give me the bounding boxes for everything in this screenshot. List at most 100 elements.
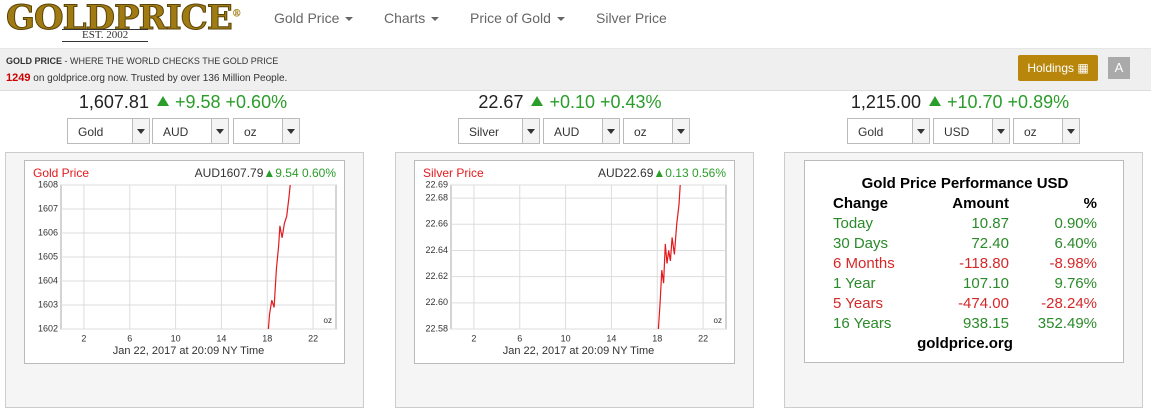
online-text: on goldprice.org now. Trusted by over 13… xyxy=(33,73,288,84)
dropdown-label: AUD xyxy=(554,125,580,139)
dropdown[interactable]: Gold xyxy=(847,118,930,144)
nav-item[interactable]: Gold Price xyxy=(274,10,354,26)
performance-box: Gold Price Performance USD Change Amount%… xyxy=(804,160,1124,363)
dropdown-arrow xyxy=(672,119,689,143)
unit-label: oz xyxy=(714,316,722,325)
table-row: 1 Year 107.10 9.76% xyxy=(833,273,1097,293)
table-row: 30 Days 72.40 6.40% xyxy=(833,233,1097,253)
table-cell: 107.10 xyxy=(963,274,1009,292)
y-tick-label: 1607 xyxy=(38,203,58,213)
column-header: Amount xyxy=(952,194,1009,212)
y-tick-label: 1608 xyxy=(38,179,58,189)
table-cell: -474.00 xyxy=(958,294,1009,312)
x-tick-label: 18 xyxy=(652,333,662,343)
price-row: 1,607.81 +9.58 +0.60% xyxy=(63,92,303,113)
chart-header: AUD1607.79▲9.54 0.60% xyxy=(195,166,337,180)
table-cell: 0.90% xyxy=(1054,214,1097,232)
change-pct: +0.60% xyxy=(225,92,288,112)
table-row: 6 Months -118.80 -8.98% xyxy=(833,253,1097,273)
dropdown[interactable]: Gold xyxy=(67,118,150,144)
price-line xyxy=(657,184,681,330)
holdings-button[interactable]: Holdings ▦ xyxy=(1018,55,1098,81)
up-arrow xyxy=(531,96,544,106)
banner-tagline: - WHERE THE WORLD CHECKS THE GOLD PRICE xyxy=(64,56,279,66)
logo-text: GOLDPRICE xyxy=(6,0,234,39)
chart: 22.58 22.60 22.62 22.64 22.66 22.68 22.69 2 6 10 1… xyxy=(414,160,735,364)
nav-label: Gold Price xyxy=(274,10,340,26)
dropdown-arrow xyxy=(912,119,929,143)
table-footer: goldprice.org xyxy=(917,334,1013,352)
change: +0.10 xyxy=(549,92,595,112)
x-axis-label: Jan 22, 2017 at 20:09 NY Time xyxy=(503,345,654,357)
dropdown-arrow xyxy=(602,119,619,143)
table-title: Gold Price Performance USD xyxy=(861,174,1069,192)
change: +9.58 xyxy=(174,92,221,112)
x-tick-label: 10 xyxy=(561,333,571,343)
x-tick-label: 22 xyxy=(698,333,708,343)
caret xyxy=(556,17,565,22)
up-arrow xyxy=(928,96,941,106)
online-count: 1249 xyxy=(6,72,31,84)
dropdown-label: oz xyxy=(1024,125,1037,139)
change-pct: 0.56% xyxy=(692,166,726,180)
nav-item[interactable]: Charts xyxy=(384,10,440,26)
change: 9.54 xyxy=(275,166,299,180)
nav-item[interactable]: Price of Gold xyxy=(470,10,565,26)
table-row: 5 Years -474.00 -28.24% xyxy=(833,293,1097,313)
nav-item[interactable]: Silver Price xyxy=(596,10,667,26)
nav-label: Charts xyxy=(384,10,426,26)
table-cell: 1 Year xyxy=(833,274,876,292)
dropdown[interactable]: oz xyxy=(1013,118,1080,144)
translate-icon[interactable]: A xyxy=(1108,57,1130,79)
y-tick-label: 1606 xyxy=(38,227,58,237)
banner-title: GOLD PRICE xyxy=(6,56,63,66)
x-tick-label: 18 xyxy=(262,333,272,343)
table-cell: 9.76% xyxy=(1054,274,1097,292)
nav-label: Silver Price xyxy=(596,10,667,26)
table-cell: 10.87 xyxy=(971,214,1009,232)
nav-label: Price of Gold xyxy=(470,10,551,26)
dropdown[interactable]: Silver xyxy=(458,118,540,144)
change-pct: +0.89% xyxy=(1007,92,1070,112)
price: 1,607.81 xyxy=(78,92,149,112)
table-cell: 16 Years xyxy=(833,314,892,332)
dropdown-arrow xyxy=(211,119,228,143)
dropdown-arrow xyxy=(522,119,539,143)
dropdown-label: USD xyxy=(944,125,970,139)
logo-sub: EST. 2002 xyxy=(62,29,149,42)
price: 1,215.00 xyxy=(850,92,921,112)
x-axis-label: Jan 22, 2017 at 20:09 NY Time xyxy=(113,345,264,357)
table-cell: 352.49% xyxy=(1037,314,1097,332)
price: 22.67 xyxy=(478,92,524,112)
price-label: AUD22.69 xyxy=(598,166,654,180)
up-arrow: ▲ xyxy=(263,166,275,180)
logo[interactable]: GOLDPRICE® xyxy=(6,0,242,39)
dropdown-label: oz xyxy=(244,125,257,139)
dropdown-label: Gold xyxy=(78,125,104,139)
y-tick-label: 22.66 xyxy=(425,219,448,229)
dropdown[interactable]: AUD xyxy=(543,118,620,144)
x-tick-label: 6 xyxy=(127,333,132,343)
x-tick-label: 10 xyxy=(171,333,181,343)
plot-area xyxy=(450,184,727,330)
dropdown-label: Silver xyxy=(469,125,500,139)
table-cell: 6.40% xyxy=(1054,234,1097,252)
change-pct: 0.60% xyxy=(302,166,336,180)
chart-title: Silver Price xyxy=(423,166,484,180)
dropdown[interactable]: USD xyxy=(933,118,1010,144)
x-tick-label: 14 xyxy=(606,333,616,343)
dropdown[interactable]: AUD xyxy=(152,118,229,144)
up-arrow xyxy=(156,96,169,106)
table-cell: -28.24% xyxy=(1041,294,1097,312)
dropdown[interactable]: oz xyxy=(233,118,300,144)
dropdown[interactable]: oz xyxy=(623,118,690,144)
top-bar: GOLDPRICE® EST. 2002 Gold Price Charts Pri… xyxy=(0,0,1151,49)
table-cell: 938.15 xyxy=(963,314,1009,332)
y-tick-label: 22.64 xyxy=(425,245,448,255)
dropdown-label: Gold xyxy=(858,125,884,139)
table-cell: 5 Years xyxy=(833,294,884,312)
caret xyxy=(345,17,354,22)
chart-title: Gold Price xyxy=(33,166,89,180)
y-tick-label: 1602 xyxy=(38,323,58,333)
